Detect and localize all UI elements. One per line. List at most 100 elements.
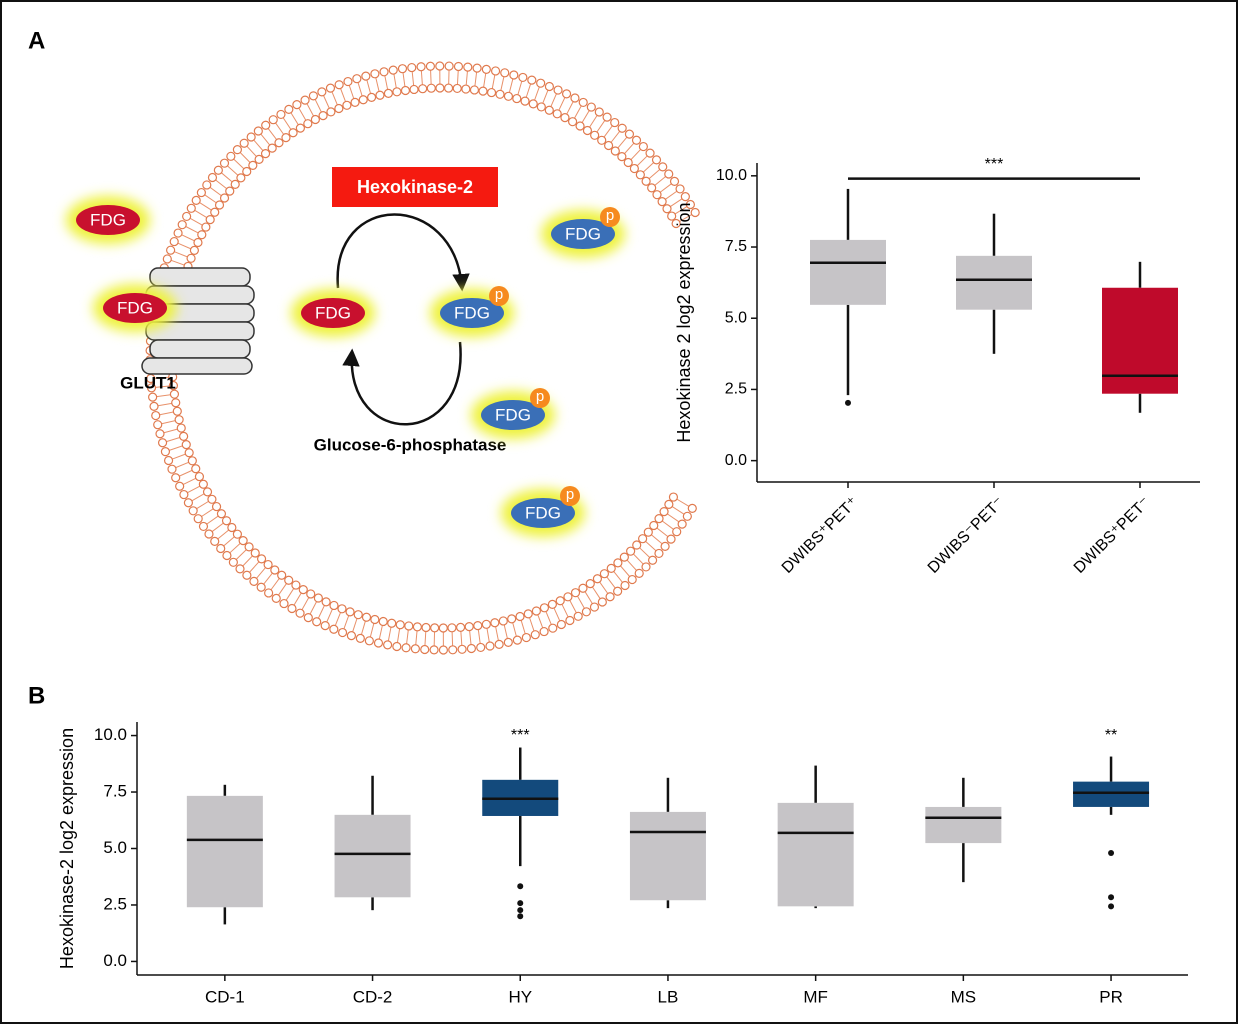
lipid-head <box>301 96 309 104</box>
lipid-head <box>351 98 359 106</box>
lipid-head <box>639 535 647 543</box>
box <box>778 803 854 906</box>
lipid-head <box>571 94 579 102</box>
y-tick-label: 0.0 <box>103 951 127 970</box>
lipid-head <box>268 144 276 152</box>
outlier <box>845 400 851 406</box>
lipid-head <box>167 246 175 254</box>
lipid-head <box>516 612 524 620</box>
transporter-label: GLUT1 <box>120 373 176 392</box>
lipid-head <box>430 646 438 654</box>
lipid-head <box>313 618 321 626</box>
lipid-head <box>288 605 296 613</box>
lipid-head <box>521 97 529 105</box>
lipid-head <box>611 119 619 127</box>
lipid-head <box>620 553 628 561</box>
box <box>630 812 706 900</box>
lipid-head <box>556 597 564 605</box>
y-axis-title: Hexokinase 2 log2 expression <box>674 202 694 442</box>
lipid-head <box>513 95 521 103</box>
phosphate-label: p <box>536 388 544 405</box>
box <box>1073 782 1149 807</box>
lipid-head <box>405 622 413 630</box>
lipid-head <box>621 582 629 590</box>
lipid-head <box>587 103 595 111</box>
lipid-head <box>644 528 652 536</box>
lipid-head <box>531 631 539 639</box>
lipid-head <box>605 142 613 150</box>
lipid-head <box>221 194 229 202</box>
lipid-head <box>454 62 462 70</box>
molecule-label: FDG <box>90 210 126 229</box>
lipid-head <box>217 545 225 553</box>
lipid-head <box>330 625 338 633</box>
lipid-head <box>213 503 221 511</box>
lipid-head <box>188 457 196 465</box>
lipid-head <box>548 600 556 608</box>
lipid-head <box>669 493 677 501</box>
lipid-head <box>293 101 301 109</box>
lipid-head <box>205 530 213 538</box>
lipid-head <box>486 642 494 650</box>
y-tick-label: 5.0 <box>725 309 747 326</box>
box <box>335 815 411 897</box>
lipid-head <box>172 399 180 407</box>
lipid-head <box>251 549 259 557</box>
lipid-head <box>187 204 195 212</box>
lipid-head <box>280 600 288 608</box>
x-tick-label: MS <box>951 987 977 1006</box>
lipid-head <box>665 170 673 178</box>
lipid-head <box>249 161 257 169</box>
lipid-head <box>655 515 663 523</box>
lipid-head <box>661 542 669 550</box>
lipid-head <box>365 637 373 645</box>
lipid-head <box>419 85 427 93</box>
lipid-head <box>343 101 351 109</box>
lipid-head <box>304 614 312 622</box>
enzyme-label: Hexokinase-2 <box>357 177 473 197</box>
lipid-head <box>653 156 661 164</box>
lipid-head <box>477 643 485 651</box>
lipid-head <box>180 432 188 440</box>
lipid-head <box>566 617 574 625</box>
lipid-head <box>673 528 681 536</box>
lipid-head <box>199 480 207 488</box>
lipid-head <box>180 491 188 499</box>
lipid-head <box>590 603 598 611</box>
lipid-head <box>269 116 277 124</box>
lipid-head <box>338 605 346 613</box>
lipid-head <box>667 535 675 543</box>
lipid-head <box>557 620 565 628</box>
lipid-head <box>576 122 584 130</box>
lipid-head <box>384 641 392 649</box>
lipid-head <box>439 646 447 654</box>
outlier <box>517 907 523 913</box>
lipid-head <box>639 143 647 151</box>
lipid-head <box>572 589 580 597</box>
lipid-head <box>371 70 379 78</box>
lipid-head <box>353 75 361 83</box>
lipid-head <box>408 64 416 72</box>
lipid-head <box>189 507 197 515</box>
lipid-head <box>474 622 482 630</box>
lipid-head <box>519 73 527 81</box>
lipid-head <box>462 85 470 93</box>
lipid-head <box>553 110 561 118</box>
lipid-head <box>309 92 317 100</box>
lipid-head <box>504 638 512 646</box>
lipid-head <box>688 504 696 512</box>
lipid-tail <box>431 70 432 84</box>
lipid-head <box>393 642 401 650</box>
lipid-head <box>243 168 251 176</box>
lipid-head <box>170 238 178 246</box>
lipid-head <box>614 559 622 567</box>
phosphate-label: p <box>606 207 614 224</box>
lipid-head <box>149 393 157 401</box>
lipid-head <box>150 402 158 410</box>
lipid-head <box>439 624 447 632</box>
lipid-head <box>642 563 650 571</box>
lipid-head <box>203 181 211 189</box>
x-tick-label: CD-1 <box>205 987 245 1006</box>
lipid-head <box>579 584 587 592</box>
lipid-head <box>445 84 453 92</box>
